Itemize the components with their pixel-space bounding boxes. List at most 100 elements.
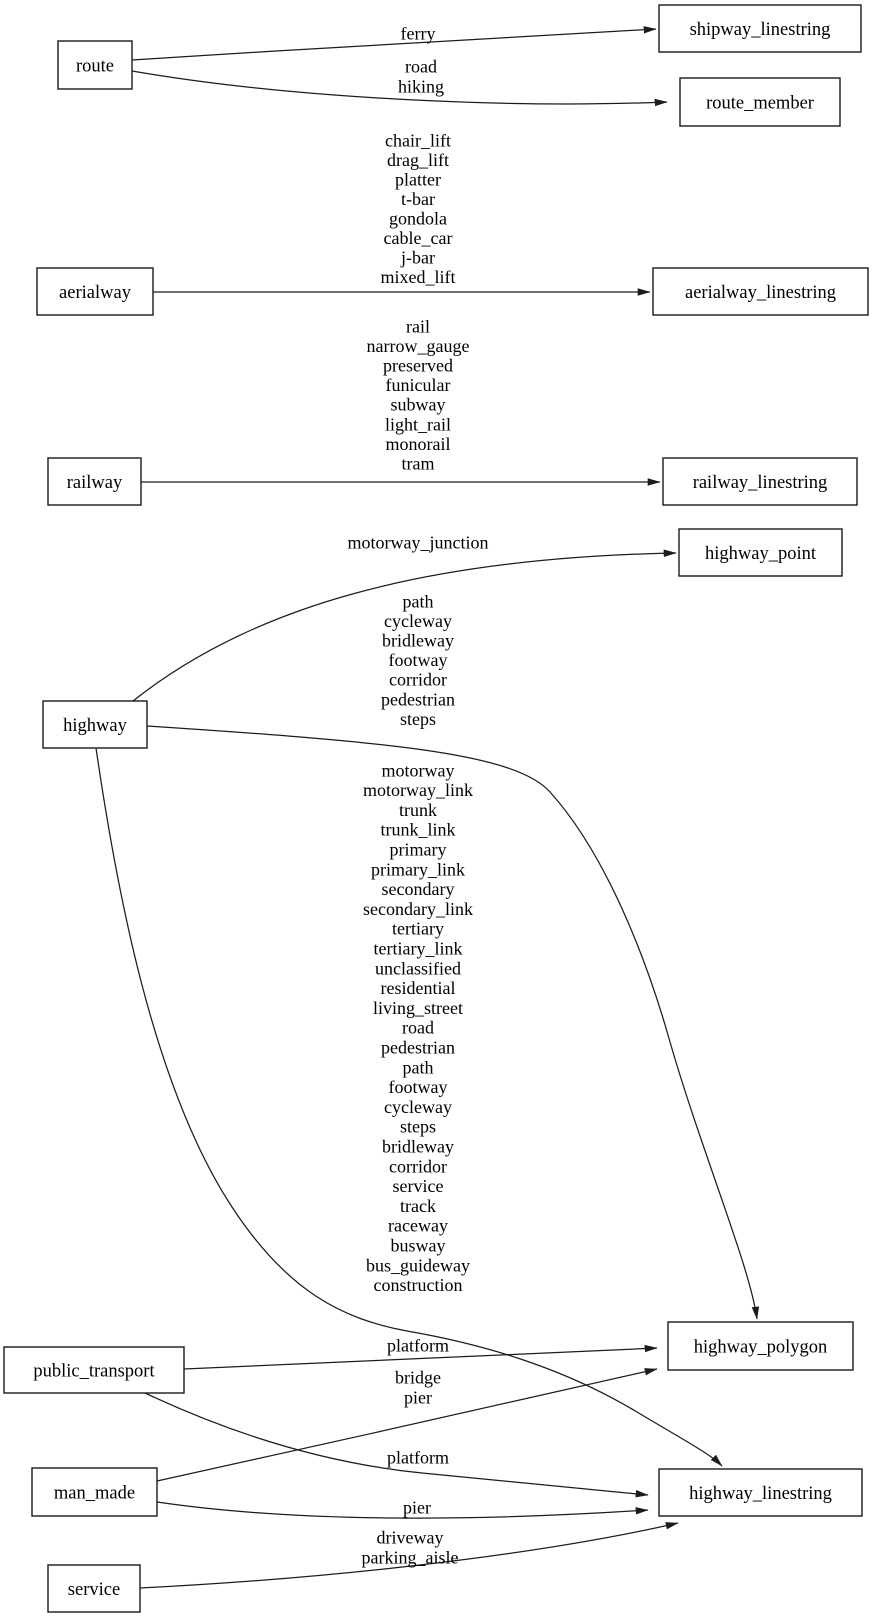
node-route: route — [57, 40, 133, 90]
edge-label-railway-to-railway_linestring: funicular — [386, 375, 451, 395]
edge-label-railway-to-railway_linestring: narrow_gauge — [367, 336, 470, 356]
edge-label-highway-to-highway_linestring: trunk — [399, 800, 437, 820]
edge-label-highway-to-highway_linestring: raceway — [388, 1216, 448, 1236]
edge-label-man_made-to-highway_linestring: pier — [403, 1497, 431, 1517]
edge-label-highway-to-highway_point: motorway_junction — [348, 532, 489, 552]
edge-highway-to-highway_linestring — [95, 747, 723, 1467]
edge-label-aerialway-to-aerialway_linestring: platter — [395, 169, 441, 189]
node-box-highway_polygon — [667, 1321, 854, 1371]
node-label-shipway_linestring: shipway_linestring — [690, 20, 831, 40]
node-public_transport: public_transport — [3, 1346, 185, 1394]
edge-label-highway-to-highway_linestring: cycleway — [384, 1097, 452, 1117]
edge-label-highway-to-highway_linestring: primary_link — [371, 859, 465, 879]
edge-label-highway-to-highway_polygon: cycleway — [384, 611, 452, 631]
edge-label-highway-to-highway_polygon: corridor — [389, 670, 447, 690]
edge-label-highway-to-highway_polygon: bridleway — [382, 631, 454, 651]
edge-label-route-to-shipway_linestring: ferry — [401, 23, 436, 43]
node-route_member: route_member — [679, 77, 841, 127]
node-highway_linestring: highway_linestring — [658, 1468, 863, 1517]
edge-label-highway-to-highway_linestring: service — [393, 1176, 444, 1196]
edge-man_made-to-highway_linestring — [156, 1501, 649, 1519]
node-label-route: route — [76, 56, 114, 76]
edge-label-highway-to-highway_linestring: footway — [389, 1077, 448, 1097]
node-highway: highway — [42, 700, 148, 749]
node-shipway_linestring: shipway_linestring — [658, 4, 862, 53]
edge-service-to-highway_linestring — [139, 1522, 679, 1589]
edge-label-aerialway-to-aerialway_linestring: t-bar — [401, 189, 435, 209]
edge-label-highway-to-highway_linestring: pedestrian — [381, 1038, 455, 1058]
edge-label-highway-to-highway_polygon: pedestrian — [381, 689, 455, 709]
node-man_made: man_made — [31, 1467, 158, 1517]
edge-labels-layer: ferry road hiking chair_liftdrag_liftplatte… — [348, 23, 489, 1567]
node-label-man_made: man_made — [54, 1483, 135, 1503]
node-label-highway_point: highway_point — [705, 544, 817, 564]
edge-label-service-to-highway_linestring: parking_aisle — [362, 1547, 459, 1567]
edge-label-man_made-to-highway_polygon: bridge — [395, 1367, 441, 1387]
edge-label-highway-to-highway_linestring: residential — [381, 978, 456, 998]
edge-label-route-to-route_member: hiking — [398, 76, 444, 96]
edge-label-highway-to-highway_linestring: bridleway — [382, 1137, 454, 1157]
node-box-route_member — [679, 77, 841, 127]
edge-label-railway-to-railway_linestring: rail — [406, 316, 430, 336]
edge-label-highway-to-highway_linestring: tertiary — [392, 919, 444, 939]
edge-label-service-to-highway_linestring: driveway — [377, 1527, 444, 1547]
edge-label-railway-to-railway_linestring: tram — [402, 454, 435, 474]
node-label-railway: railway — [67, 473, 123, 493]
edge-label-highway-to-highway_linestring: primary — [390, 840, 447, 860]
edge-label-highway-to-highway_polygon: path — [403, 591, 434, 611]
node-box-public_transport — [3, 1346, 185, 1394]
edge-label-aerialway-to-aerialway_linestring: drag_lift — [387, 150, 449, 170]
node-highway_polygon: highway_polygon — [667, 1321, 854, 1371]
edge-label-aerialway-to-aerialway_linestring: gondola — [389, 208, 447, 228]
edge-label-railway-to-railway_linestring: monorail — [386, 434, 451, 454]
edge-man_made-to-highway_polygon — [156, 1368, 658, 1482]
node-label-aerialway_linestring: aerialway_linestring — [685, 283, 836, 303]
node-highway_point: highway_point — [678, 528, 843, 577]
edge-label-railway-to-railway_linestring: subway — [391, 395, 446, 415]
edge-label-highway-to-highway_linestring: living_street — [373, 998, 463, 1018]
edge-label-highway-to-highway_linestring: motorway — [382, 760, 455, 780]
edge-label-railway-to-railway_linestring: light_rail — [385, 414, 451, 434]
node-railway_linestring: railway_linestring — [662, 457, 858, 506]
node-box-railway — [47, 457, 142, 506]
node-railway: railway — [47, 457, 142, 506]
edge-label-highway-to-highway_linestring: road — [402, 1018, 434, 1038]
node-label-highway_polygon: highway_polygon — [694, 1337, 828, 1357]
edge-label-aerialway-to-aerialway_linestring: mixed_lift — [381, 267, 456, 287]
edge-label-highway-to-highway_linestring: path — [403, 1057, 434, 1077]
node-box-railway_linestring — [662, 457, 858, 506]
node-service: service — [47, 1564, 141, 1613]
edge-label-public_transport-to-highway_polygon: platform — [387, 1335, 449, 1355]
edge-route-to-shipway_linestring — [131, 26, 657, 61]
edge-label-highway-to-highway_linestring: busway — [391, 1236, 446, 1256]
edge-label-highway-to-highway_linestring: corridor — [389, 1156, 447, 1176]
edge-public_transport-to-highway_linestring — [144, 1392, 649, 1498]
edge-label-highway-to-highway_polygon: footway — [389, 650, 448, 670]
edge-label-highway-to-highway_linestring: secondary — [382, 879, 455, 899]
edges-layer — [95, 26, 760, 1589]
edge-label-highway-to-highway_linestring: trunk_link — [381, 820, 456, 840]
node-label-route_member: route_member — [706, 93, 814, 113]
edge-label-highway-to-highway_linestring: bus_guideway — [366, 1255, 470, 1275]
edge-label-highway-to-highway_linestring: unclassified — [375, 958, 461, 978]
node-box-route — [57, 40, 133, 90]
node-label-highway_linestring: highway_linestring — [689, 1484, 832, 1504]
edge-public_transport-to-highway_polygon — [183, 1344, 658, 1370]
edge-label-highway-to-highway_linestring: steps — [400, 1117, 436, 1137]
node-box-highway — [42, 700, 148, 749]
node-aerialway_linestring: aerialway_linestring — [652, 267, 869, 316]
node-label-highway: highway — [63, 716, 127, 736]
nodes-layer: route shipway_linestring route_memberaeria… — [3, 4, 869, 1613]
node-label-aerialway: aerialway — [59, 283, 132, 303]
edge-label-aerialway-to-aerialway_linestring: cable_car — [384, 228, 453, 248]
node-label-public_transport: public_transport — [33, 1361, 155, 1381]
node-box-highway_point — [678, 528, 843, 577]
node-box-aerialway — [36, 267, 154, 316]
edge-highway-to-highway_point — [132, 549, 677, 702]
edge-label-public_transport-to-highway_linestring: platform — [387, 1447, 449, 1467]
node-box-service — [47, 1564, 141, 1613]
edge-label-highway-to-highway_polygon: steps — [400, 709, 436, 729]
edge-route-to-route_member — [131, 70, 668, 107]
edge-label-aerialway-to-aerialway_linestring: chair_lift — [385, 130, 451, 150]
edge-label-highway-to-highway_linestring: construction — [374, 1275, 463, 1295]
